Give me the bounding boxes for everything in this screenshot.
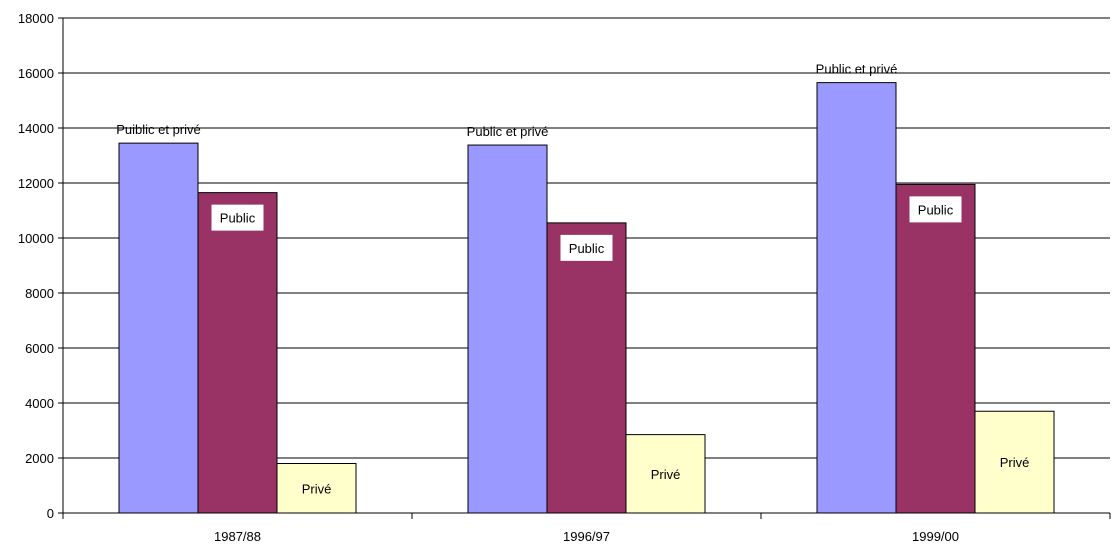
y-tick-label: 10000 (18, 231, 54, 246)
bar-data-label: Public (220, 211, 256, 226)
bar-label-box (909, 196, 962, 223)
bar (816, 82, 897, 514)
y-tick-label: 4000 (25, 396, 54, 411)
y-tick-label: 6000 (25, 341, 54, 356)
bar (467, 144, 548, 514)
bar (276, 463, 357, 514)
bar (546, 222, 627, 514)
bar-data-label: Privé (302, 481, 332, 496)
bar-data-label: Puiblic et privé (116, 122, 201, 137)
y-tick-label: 8000 (25, 286, 54, 301)
y-tick-label: 12000 (18, 176, 54, 191)
bar-label-box (992, 449, 1037, 476)
bar-data-label: Public et privé (816, 62, 898, 77)
bar-label-box (560, 234, 613, 261)
bar-data-label: Privé (1000, 455, 1030, 470)
axes: 0 2000 4000 6000 8000 10000 12000 14000 16000 180… (18, 11, 1111, 544)
y-tick-label: 0 (47, 506, 54, 521)
bar-data-label: Public et privé (467, 124, 549, 139)
bars (118, 82, 1055, 514)
bar-label-box (294, 475, 339, 502)
bar (118, 142, 199, 514)
bar-data-label: Privé (651, 467, 681, 482)
bar-data-label: Public (569, 241, 605, 256)
y-tick-label: 16000 (18, 66, 54, 81)
x-tick-label: 1999/00 (912, 529, 959, 544)
x-tick-label: 1996/97 (563, 529, 610, 544)
y-tick-label: 2000 (25, 451, 54, 466)
bar (895, 183, 976, 514)
y-tick-label: 14000 (18, 121, 54, 136)
bar-label-box (211, 204, 264, 231)
bar-labels: Puiblic et privé Public Privé Public et pri… (116, 62, 1037, 502)
x-tick-label: 1987/88 (214, 529, 261, 544)
bar-label-box (643, 460, 688, 487)
y-tick-label: 18000 (18, 11, 54, 26)
bar (197, 192, 278, 514)
bar-data-label: Public (918, 202, 954, 217)
